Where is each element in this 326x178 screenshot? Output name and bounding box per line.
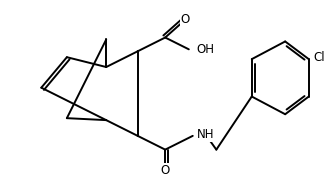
Text: Cl: Cl <box>314 51 325 64</box>
Text: O: O <box>161 164 170 177</box>
Text: OH: OH <box>197 43 215 56</box>
Text: O: O <box>180 13 189 26</box>
Text: NH: NH <box>197 128 214 141</box>
